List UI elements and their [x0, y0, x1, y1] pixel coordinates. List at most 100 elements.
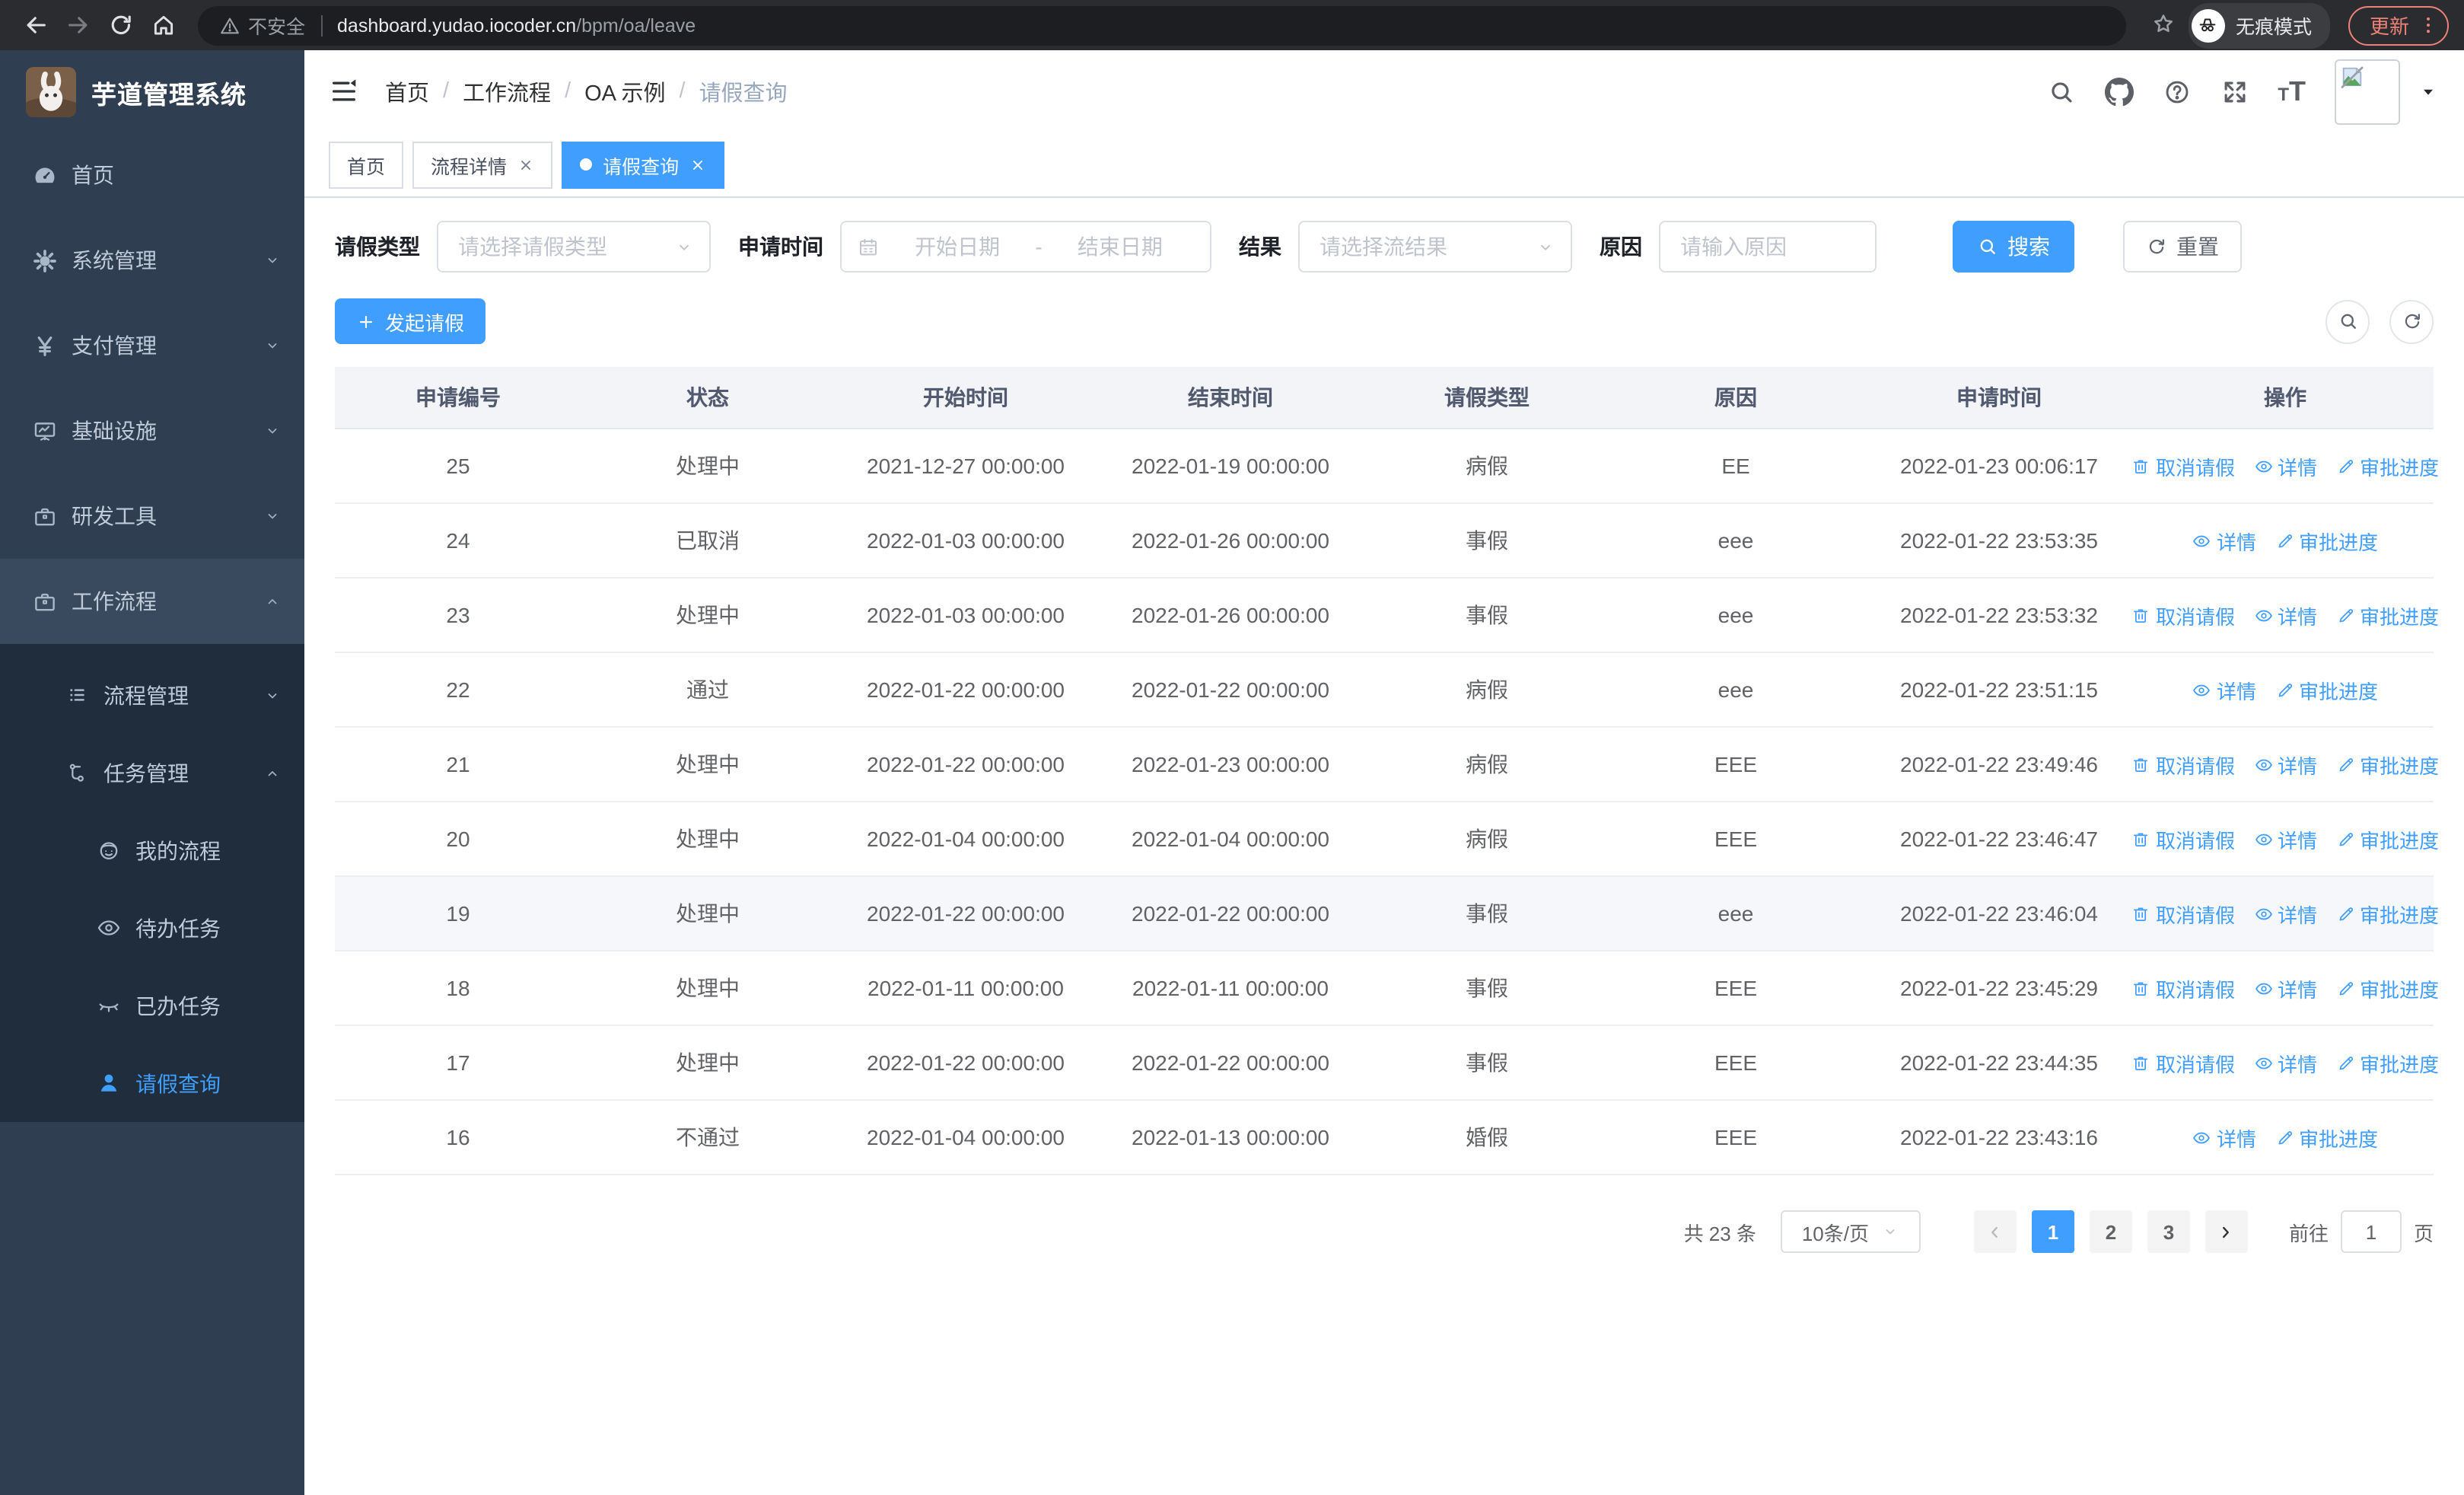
breadcrumb-item[interactable]: OA 示例 [584, 81, 666, 106]
create-leave-button[interactable]: 发起请假 [335, 298, 486, 344]
progress-action-link[interactable]: 审批进度 [2335, 899, 2439, 928]
progress-action-link[interactable]: 审批进度 [2335, 974, 2439, 1003]
sidebar-item-payment[interactable]: 支付管理 [0, 303, 304, 388]
table-row[interactable]: 18 处理中 2022-01-11 00:00:00 2022-01-11 00:00… [335, 952, 2439, 1026]
sidebar-item-devtools[interactable]: 研发工具 [0, 473, 304, 559]
close-icon[interactable] [689, 156, 706, 173]
page-button-1[interactable]: 1 [2031, 1210, 2074, 1253]
page-size-select[interactable]: 10条/页 [1780, 1210, 1921, 1253]
sidebar-item-my-process[interactable]: 我的流程 [0, 811, 304, 889]
close-icon[interactable] [517, 156, 534, 173]
sidebar-item-label: 请假查询 [135, 1071, 221, 1095]
table-row[interactable]: 21 处理中 2022-01-22 00:00:00 2022-01-23 00:00… [335, 728, 2439, 802]
eye-icon [2253, 605, 2273, 625]
detail-action-link[interactable]: 详情 [2253, 899, 2317, 928]
cell-reason: eee [1717, 528, 1754, 553]
bookmark-star-icon[interactable] [2150, 10, 2176, 40]
detail-action-link[interactable]: 详情 [2253, 750, 2317, 779]
progress-action-link[interactable]: 审批进度 [2275, 1123, 2378, 1152]
table-row[interactable]: 17 处理中 2022-01-22 00:00:00 2022-01-22 00:00… [335, 1026, 2439, 1101]
browser-menu-kebab-icon[interactable] [2417, 14, 2440, 37]
progress-action-link[interactable]: 审批进度 [2275, 675, 2378, 704]
cancel-action-link[interactable]: 取消请假 [2131, 899, 2235, 928]
table-row[interactable]: 16 不通过 2022-01-04 00:00:00 2022-01-13 00:00… [335, 1101, 2434, 1175]
table-row[interactable]: 25 处理中 2021-12-27 00:00:00 2022-01-19 00:00… [335, 429, 2439, 504]
browser-home-button[interactable] [143, 5, 183, 45]
sidebar-item-task-mgmt[interactable]: 任务管理 [0, 734, 304, 811]
cell-actions: 详情 审批进度 [2137, 526, 2434, 555]
tab-leave-query[interactable]: 请假查询 [562, 141, 725, 188]
cancel-action-link[interactable]: 取消请假 [2131, 974, 2235, 1003]
browser-reload-button[interactable] [100, 5, 140, 45]
detail-action-link[interactable]: 详情 [2253, 451, 2317, 480]
help-icon[interactable] [2162, 77, 2191, 106]
progress-action-link[interactable]: 审批进度 [2335, 451, 2439, 480]
reason-input[interactable] [1659, 221, 1877, 273]
sidebar-item-infra[interactable]: 基础设施 [0, 388, 304, 473]
tab-process-detail[interactable]: 流程详情 [412, 141, 553, 188]
table-row[interactable]: 23 处理中 2022-01-03 00:00:00 2022-01-26 00:00… [335, 579, 2439, 653]
sidebar-item-done-tasks[interactable]: 已办任务 [0, 967, 304, 1044]
detail-action-link[interactable]: 详情 [2253, 824, 2317, 853]
table-row[interactable]: 20 处理中 2022-01-04 00:00:00 2022-01-04 00:00… [335, 802, 2439, 877]
sidebar-item-label: 系统管理 [72, 248, 157, 273]
detail-action-link[interactable]: 详情 [2192, 675, 2256, 704]
cancel-action-link[interactable]: 取消请假 [2131, 824, 2235, 853]
cancel-action-link[interactable]: 取消请假 [2131, 601, 2235, 630]
browser-update-button[interactable]: 更新 [2348, 5, 2449, 45]
search-button[interactable]: 搜索 [1953, 221, 2074, 273]
next-page-button[interactable] [2205, 1210, 2248, 1253]
detail-action-link[interactable]: 详情 [2192, 1123, 2256, 1152]
sidebar-item-process-mgmt[interactable]: 流程管理 [0, 656, 304, 734]
detail-action-link[interactable]: 详情 [2253, 1048, 2317, 1077]
reset-button[interactable]: 重置 [2123, 221, 2242, 273]
progress-action-link[interactable]: 审批进度 [2335, 824, 2439, 853]
cell-status: 处理中 [676, 752, 740, 776]
leave-type-select[interactable]: 请选择请假类型 [437, 221, 711, 273]
tab-home[interactable]: 首页 [329, 141, 404, 188]
detail-action-link[interactable]: 详情 [2253, 601, 2317, 630]
url-path: /bpm/oa/leave [576, 14, 696, 36]
table-row[interactable]: 24 已取消 2022-01-03 00:00:00 2022-01-26 00:00… [335, 504, 2434, 579]
user-avatar[interactable] [2335, 59, 2400, 124]
sidebar-item-workflow[interactable]: 工作流程 [0, 559, 304, 644]
progress-action-link[interactable]: 审批进度 [2335, 1048, 2439, 1077]
table-row[interactable]: 22 通过 2022-01-22 00:00:00 2022-01-22 00:00:… [335, 653, 2434, 728]
search-icon[interactable] [2046, 77, 2075, 106]
cancel-action-link[interactable]: 取消请假 [2131, 451, 2235, 480]
page-button-3[interactable]: 3 [2147, 1210, 2190, 1253]
table-search-toggle-button[interactable] [2326, 299, 2370, 343]
user-menu-caret-icon[interactable] [2420, 83, 2437, 100]
browser-back-button[interactable] [15, 5, 55, 45]
page-button-2[interactable]: 2 [2089, 1210, 2132, 1253]
apply-time-range-picker[interactable]: 开始日期 - 结束日期 [840, 221, 1211, 273]
sidebar-item-leave-query[interactable]: 请假查询 [0, 1044, 304, 1122]
address-bar[interactable]: 不安全 dashboard.yudao.iocoder.cn/bpm/oa/le… [198, 5, 2126, 45]
pen-icon [2275, 1127, 2294, 1147]
breadcrumb-item[interactable]: 请假查询 [699, 81, 788, 106]
progress-action-link[interactable]: 审批进度 [2335, 601, 2439, 630]
fullscreen-icon[interactable] [2220, 77, 2249, 106]
cancel-action-link[interactable]: 取消请假 [2131, 750, 2235, 779]
breadcrumb-item[interactable]: 首页 [385, 81, 429, 106]
progress-action-link[interactable]: 审批进度 [2275, 526, 2378, 555]
table-row[interactable]: 19 处理中 2022-01-22 00:00:00 2022-01-22 00:00… [335, 877, 2439, 952]
result-select[interactable]: 请选择流结果 [1298, 221, 1572, 273]
github-icon[interactable] [2104, 77, 2133, 106]
sidebar-item-todo-tasks[interactable]: 待办任务 [0, 889, 304, 967]
detail-action-link[interactable]: 详情 [2192, 526, 2256, 555]
logo-row[interactable]: 芋道管理系统 [0, 50, 304, 132]
sidebar-item-home[interactable]: 首页 [0, 132, 304, 218]
breadcrumb-item[interactable]: 工作流程 [463, 81, 552, 106]
progress-action-link[interactable]: 审批进度 [2335, 750, 2439, 779]
reason-label: 原因 [1600, 234, 1642, 259]
prev-page-button[interactable] [1973, 1210, 2017, 1253]
sidebar-item-system[interactable]: 系统管理 [0, 218, 304, 303]
table-refresh-button[interactable] [2389, 299, 2434, 343]
goto-page-input[interactable] [2340, 1210, 2402, 1253]
detail-action-link[interactable]: 详情 [2253, 974, 2317, 1003]
browser-forward-button[interactable] [58, 5, 97, 45]
cancel-action-link[interactable]: 取消请假 [2131, 1048, 2235, 1077]
sidebar-collapse-icon[interactable] [329, 76, 359, 107]
